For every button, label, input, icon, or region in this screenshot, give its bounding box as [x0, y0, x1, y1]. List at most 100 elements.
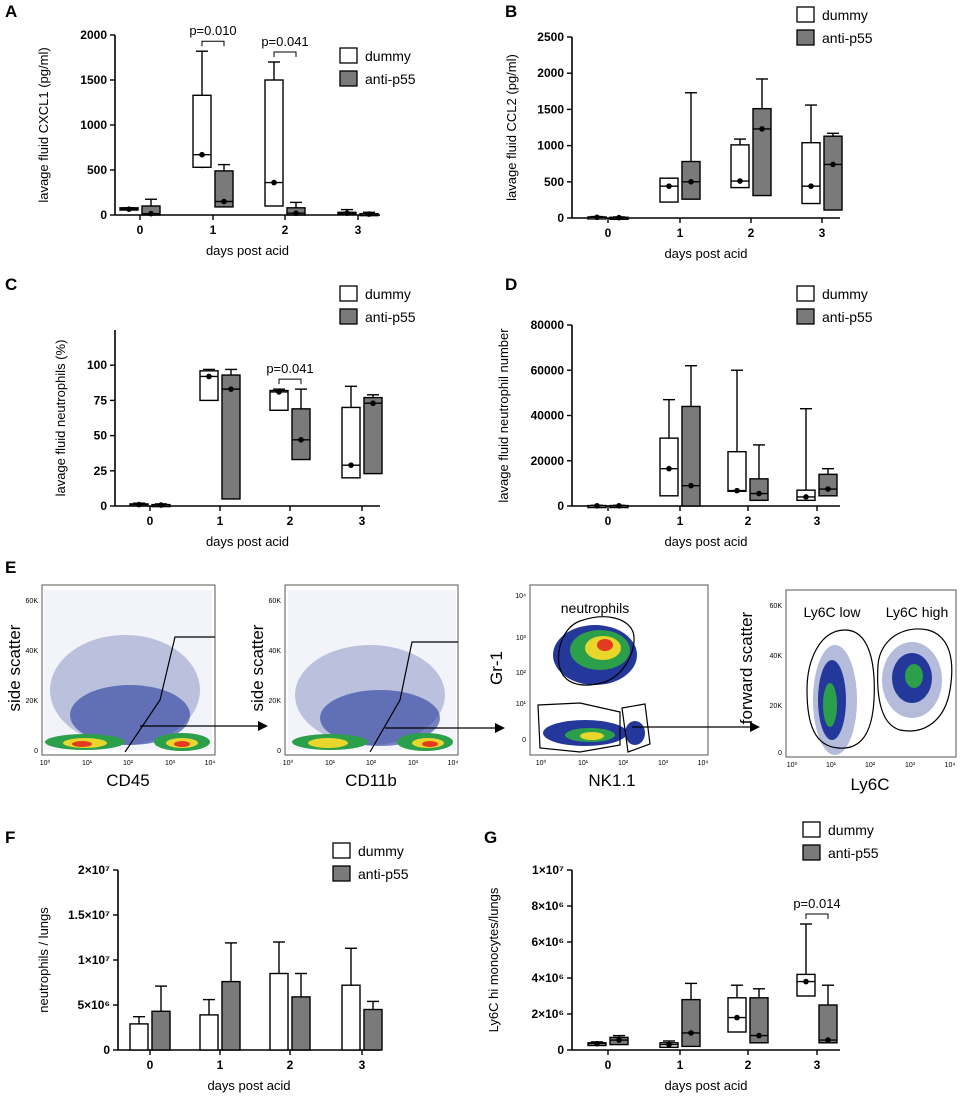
- y-tick-label: 0: [557, 499, 564, 513]
- y-tick-label: 0: [277, 748, 281, 755]
- panel-letter: C: [5, 275, 17, 294]
- x-tick-label: 0: [137, 223, 144, 237]
- box-dummy: [341, 406, 361, 479]
- chart-panel-d: D 0 20000 40000 60000 80000 0 1 2 3 lavage fluid n…: [496, 275, 873, 549]
- x-tick-label: 3: [819, 226, 826, 240]
- p-value-annotation: p=0.014: [793, 896, 840, 911]
- y-axis-label: lavage fluid neutrophils (%): [53, 340, 68, 497]
- y-tick-label: 20K: [269, 698, 282, 705]
- median-point: [616, 1037, 622, 1043]
- x-tick-label: 10⁴: [205, 760, 216, 767]
- panel-letter: B: [505, 2, 517, 21]
- bar-anti-p55: [151, 1010, 171, 1051]
- legend-swatch: [796, 308, 815, 325]
- median-point: [808, 183, 814, 189]
- gate-cd11b: [369, 641, 458, 753]
- box-anti-p55: [752, 107, 772, 197]
- median-point: [756, 1032, 762, 1039]
- x-tick-label: 2: [287, 514, 294, 528]
- x-tick-label: 1: [677, 1058, 684, 1072]
- flow-y-label: Gr-1: [487, 651, 506, 685]
- median-point: [830, 161, 836, 168]
- flow-y-label: side scatter: [248, 624, 267, 711]
- x-tick-label: 10⁴: [698, 760, 709, 767]
- x-tick-label: 10¹: [325, 760, 336, 767]
- bar-dummy: [269, 972, 289, 1051]
- legend-label: anti-p55: [822, 309, 873, 325]
- gate-nk-negative: [537, 702, 621, 753]
- y-tick-label: 0: [103, 1043, 110, 1057]
- significance-bracket: [278, 378, 302, 385]
- x-tick-label: 10³: [408, 760, 419, 767]
- y-tick-label: 1500: [80, 73, 107, 87]
- x-tick-label: 3: [814, 1058, 821, 1072]
- median-point: [666, 183, 672, 189]
- median-point: [126, 206, 132, 212]
- x-tick-label: 10³: [905, 762, 916, 769]
- gate-ly6c-low: [806, 629, 875, 749]
- median-point: [148, 210, 154, 217]
- x-tick-label: 0: [605, 226, 612, 240]
- y-tick-label: 10²: [516, 670, 527, 677]
- box-dummy: [199, 370, 219, 402]
- legend-swatch: [802, 844, 821, 861]
- y-tick-label: 40K: [770, 653, 783, 660]
- chart-panel-c: C 0 25 50 75 100 0 1 2 3 lavage fluid neutrophils …: [5, 275, 416, 549]
- x-tick-label: 10⁰: [787, 761, 798, 769]
- y-tick-label: 10³: [516, 635, 527, 642]
- median-point: [366, 211, 372, 217]
- legend-label: dummy: [828, 822, 874, 838]
- x-tick-label: 2: [745, 514, 752, 528]
- y-tick-label: 80000: [531, 318, 565, 332]
- flow-y-label: side scatter: [5, 624, 24, 711]
- bar-anti-p55: [291, 996, 311, 1051]
- y-tick-label: 40K: [269, 648, 282, 655]
- x-tick-label: 2: [745, 1058, 752, 1072]
- legend-swatch: [339, 47, 358, 64]
- y-tick-label: 5×10⁶: [77, 998, 110, 1012]
- x-tick-label: 2: [748, 226, 755, 240]
- x-tick-label: 10⁴: [448, 760, 459, 767]
- x-tick-label: 10⁴: [945, 762, 956, 769]
- x-tick-label: 10⁰: [40, 759, 51, 767]
- x-axis-label: days post acid: [664, 246, 747, 261]
- x-tick-label: 2: [287, 1058, 294, 1072]
- y-axis-label: neutrophils / lungs: [36, 907, 51, 1013]
- flow-x-label: CD45: [106, 771, 149, 790]
- x-tick-label: 10⁰: [283, 759, 294, 767]
- chart-panel-f: F 0 5×10⁶ 1×10⁷ 1.5×10⁷ 2×10⁷ 0 1 2 3 neutrophils …: [5, 828, 409, 1093]
- y-tick-label: 20000: [531, 454, 565, 468]
- median-point: [206, 373, 212, 380]
- x-axis-label: days post acid: [206, 534, 289, 549]
- x-tick-label: 10²: [618, 760, 629, 767]
- median-point: [348, 462, 354, 468]
- arrow-head: [750, 722, 760, 732]
- legend-swatch: [339, 285, 358, 302]
- median-point: [666, 465, 672, 472]
- y-tick-label: 25: [94, 464, 108, 478]
- x-tick-label: 2: [282, 223, 289, 237]
- gate-ly6c-high: [877, 628, 953, 732]
- y-axis-label: lavage fluid CXCL1 (pg/ml): [36, 47, 51, 202]
- gating-arrows: [140, 721, 760, 733]
- legend-label: anti-p55: [822, 30, 873, 46]
- median-point: [228, 386, 234, 392]
- y-tick-label: 2×10⁶: [531, 1007, 564, 1021]
- x-tick-label: 0: [605, 1058, 612, 1072]
- significance-bracket: [201, 40, 225, 47]
- y-tick-label: 60K: [26, 598, 39, 605]
- y-tick-label: 20K: [770, 703, 783, 710]
- arrow-head: [495, 723, 505, 733]
- y-tick-label: 0: [100, 208, 107, 222]
- gate-label-neutrophils: neutrophils: [561, 600, 630, 616]
- x-tick-label: 10³: [658, 760, 669, 767]
- y-tick-label: 2×10⁷: [78, 863, 110, 877]
- box-anti-p55: [214, 170, 234, 208]
- box-dummy: [192, 94, 212, 169]
- legend-swatch: [796, 6, 815, 23]
- x-tick-label: 1: [677, 226, 684, 240]
- median-point: [199, 151, 205, 158]
- density-cloud: [813, 642, 942, 755]
- y-axis-label: Ly6C hi monocytes/lungs: [486, 887, 501, 1032]
- median-point: [734, 487, 740, 494]
